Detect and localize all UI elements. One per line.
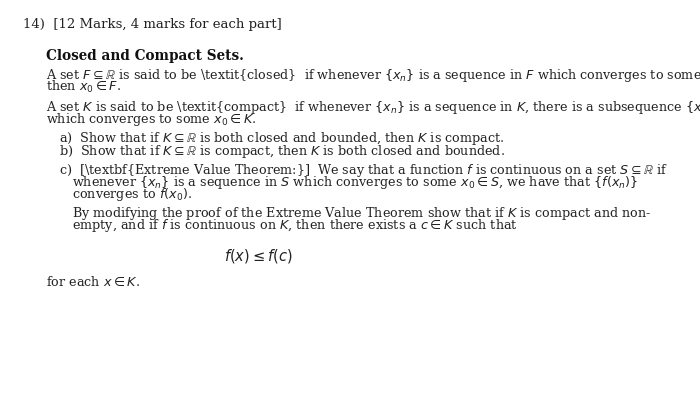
Text: then $x_0 \in F$.: then $x_0 \in F$.	[46, 79, 122, 95]
Text: 14)  [12 Marks, 4 marks for each part]: 14) [12 Marks, 4 marks for each part]	[23, 18, 282, 31]
Text: A set $F \subseteq \mathbb{R}$ is said to be \textit{closed}  if whenever $\{x_n: A set $F \subseteq \mathbb{R}$ is said t…	[46, 67, 700, 84]
Text: which converges to some $x_0 \in K$.: which converges to some $x_0 \in K$.	[46, 111, 257, 128]
Text: c)  [\textbf{Extreme Value Theorem:}]  We say that a function $f$ is continuous : c) [\textbf{Extreme Value Theorem:}] We …	[60, 162, 668, 179]
Text: empty, and if $f$ is continuous on $K$, then there exists a $c \in K$ such that: empty, and if $f$ is continuous on $K$, …	[72, 217, 518, 234]
Text: converges to $f(x_0)$.: converges to $f(x_0)$.	[72, 186, 193, 203]
Text: whenever $\{x_n\}$ is a sequence in $S$ which converges to some $x_0 \in S$, we : whenever $\{x_n\}$ is a sequence in $S$ …	[72, 174, 638, 191]
Text: $f(x) \leq f(c)$: $f(x) \leq f(c)$	[224, 247, 293, 265]
Text: b)  Show that if $K \subseteq \mathbb{R}$ is compact, then $K$ is both closed an: b) Show that if $K \subseteq \mathbb{R}$…	[60, 143, 505, 160]
Text: A set $K$ is said to be \textit{compact}  if whenever $\{x_n\}$ is a sequence in: A set $K$ is said to be \textit{compact}…	[46, 99, 700, 117]
Text: By modifying the proof of the Extreme Value Theorem show that if $K$ is compact : By modifying the proof of the Extreme Va…	[72, 205, 652, 222]
Text: for each $x \in K$.: for each $x \in K$.	[46, 275, 141, 290]
Text: Closed and Compact Sets.: Closed and Compact Sets.	[46, 49, 244, 63]
Text: a)  Show that if $K \subseteq \mathbb{R}$ is both closed and bounded, then $K$ i: a) Show that if $K \subseteq \mathbb{R}$…	[60, 130, 505, 147]
